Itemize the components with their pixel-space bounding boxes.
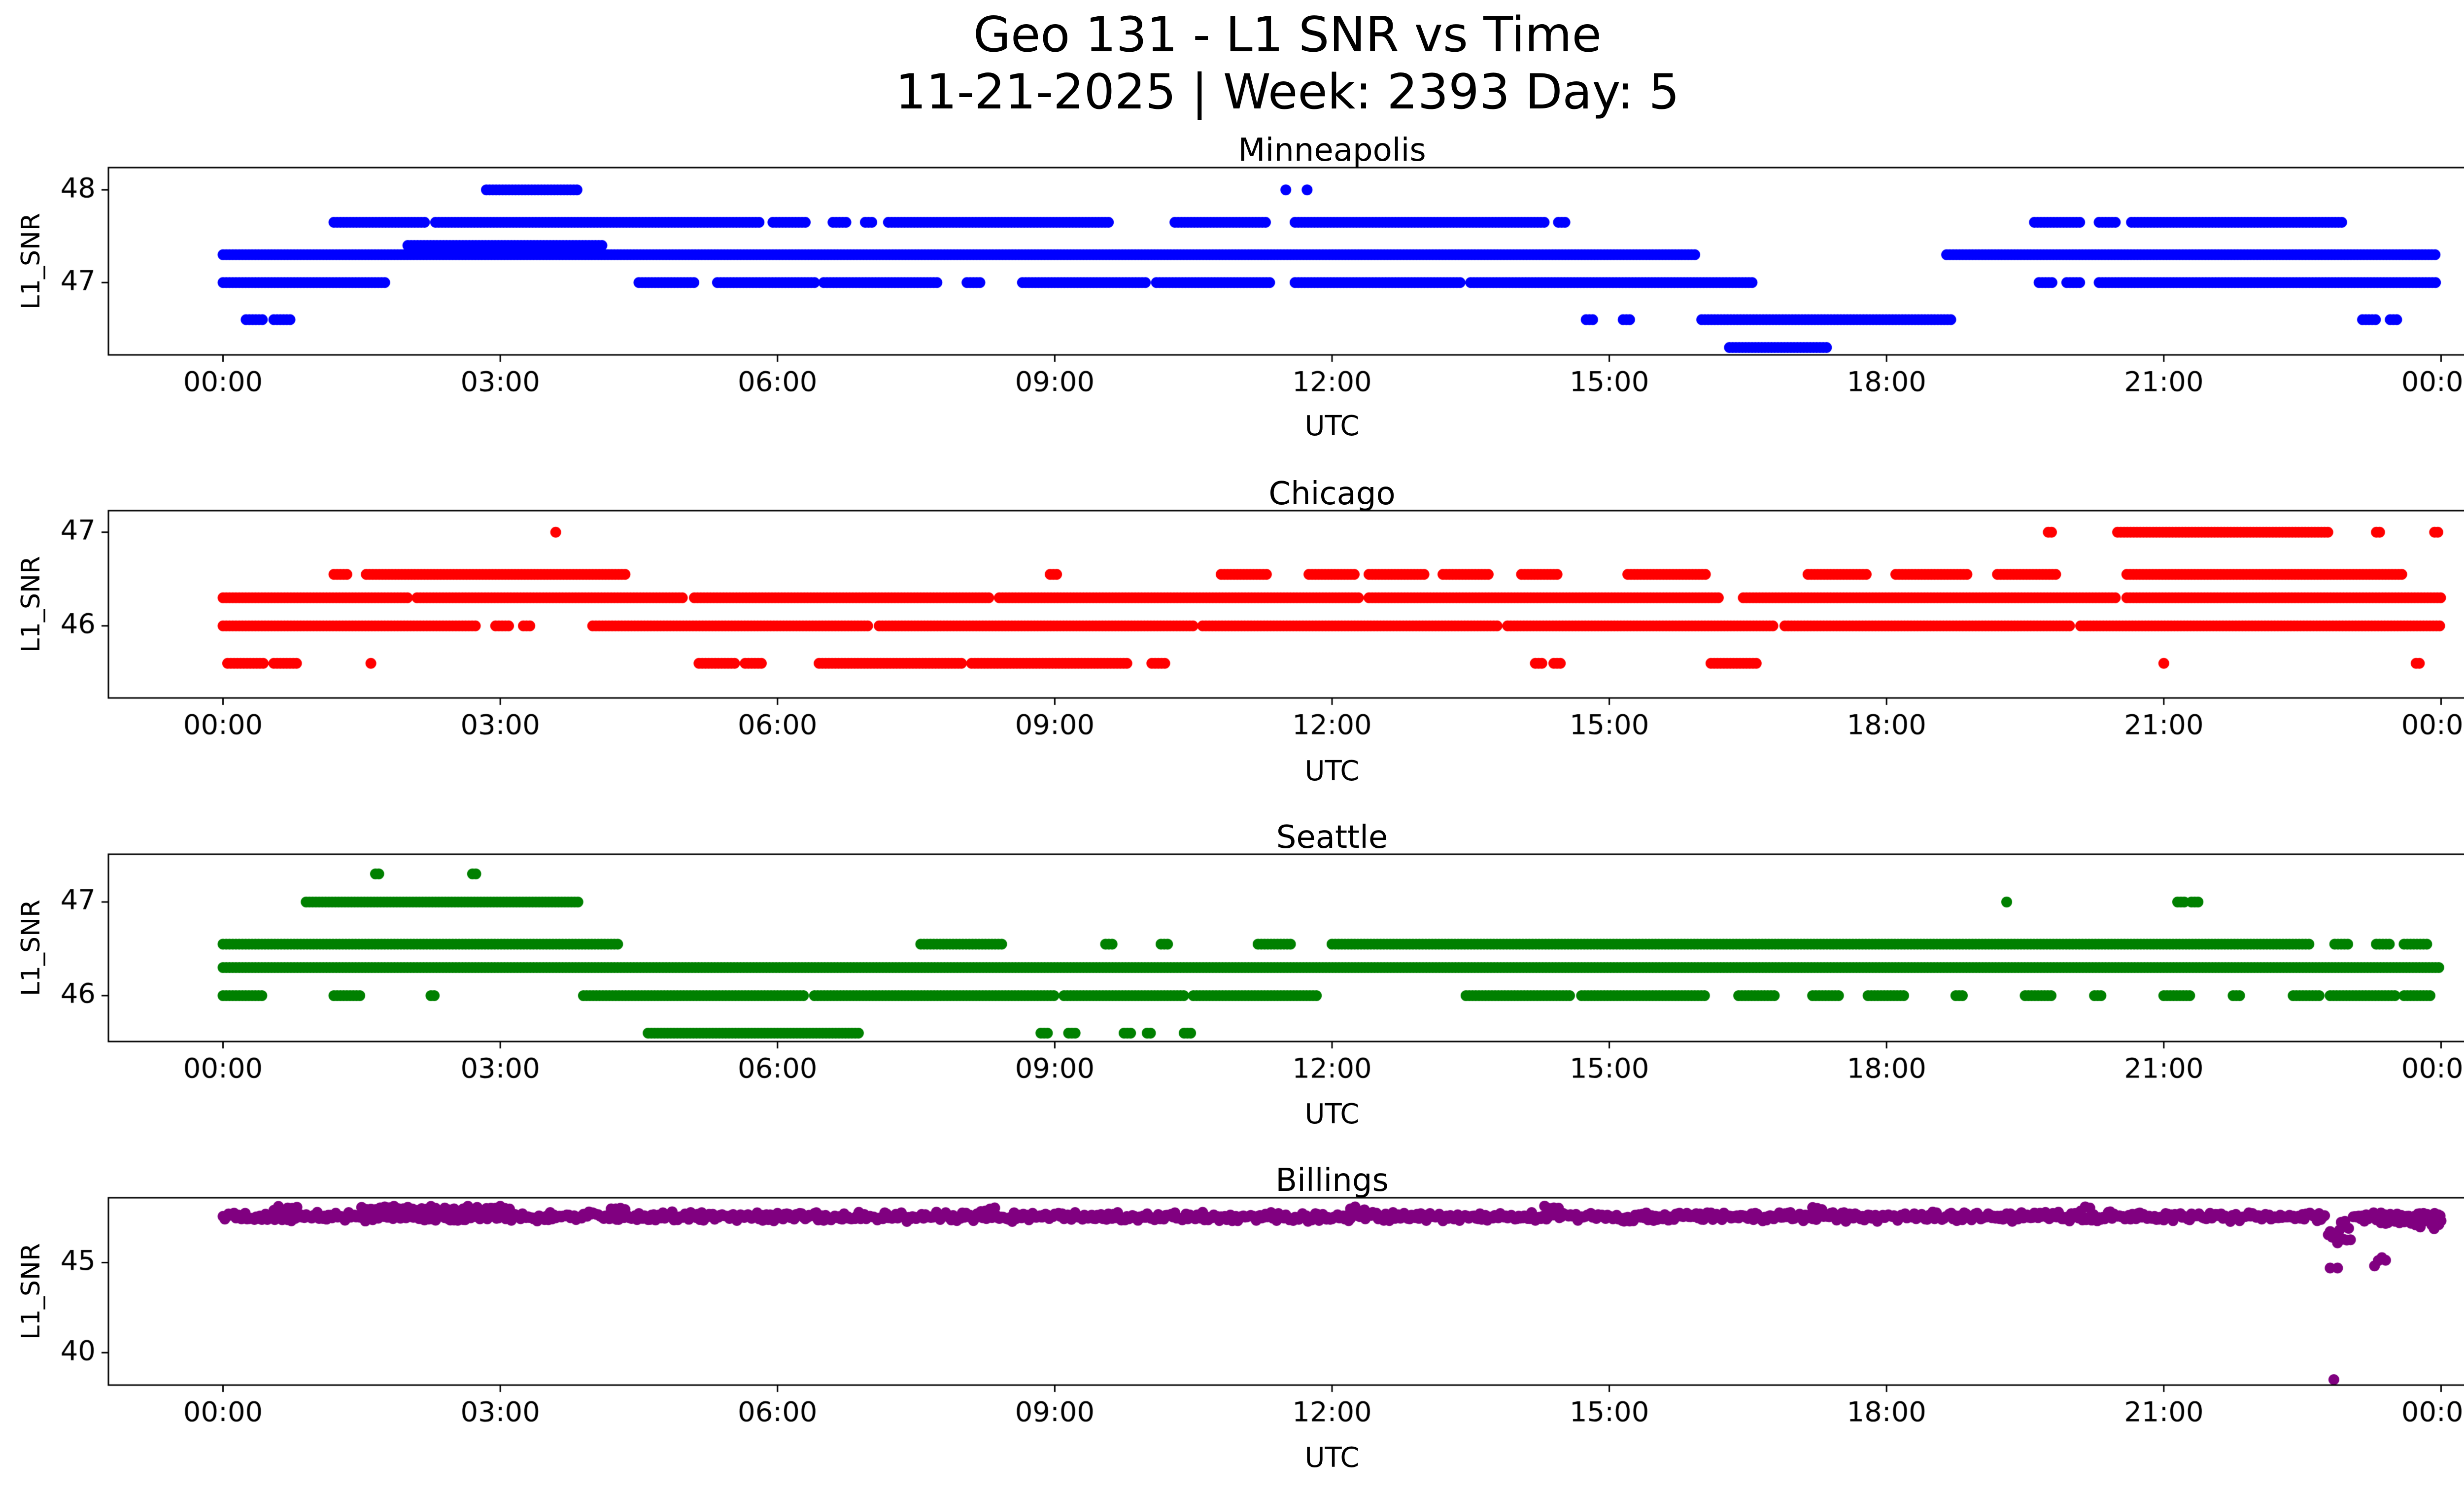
x-axis-label-billings: UTC <box>1304 1442 1360 1474</box>
figure-title-line1: Geo 131 - L1 SNR vs Time <box>973 7 1602 63</box>
y-axis-label-billings: L1_SNR <box>16 1243 46 1340</box>
y-axis-label-seattle: L1_SNR <box>16 899 46 997</box>
x-axis-label-chicago: UTC <box>1304 755 1360 787</box>
y-axis-label-minneapolis: L1_SNR <box>16 212 46 310</box>
y-axis-label-chicago: L1_SNR <box>16 556 46 653</box>
subplot-title-chicago: Chicago <box>1268 476 1396 512</box>
subplot-title-seattle: Seattle <box>1276 819 1388 856</box>
subplot-title-minneapolis: Minneapolis <box>1238 132 1426 169</box>
x-axis-label-minneapolis: UTC <box>1304 410 1360 442</box>
figure-title-line2: 11-21-2025 | Week: 2393 Day: 5 <box>895 64 1679 120</box>
x-axis-label-seattle: UTC <box>1304 1098 1360 1130</box>
figure-title: Geo 131 - L1 SNR vs Time 11-21-2025 | We… <box>0 7 2464 121</box>
subplot-title-billings: Billings <box>1275 1162 1389 1199</box>
